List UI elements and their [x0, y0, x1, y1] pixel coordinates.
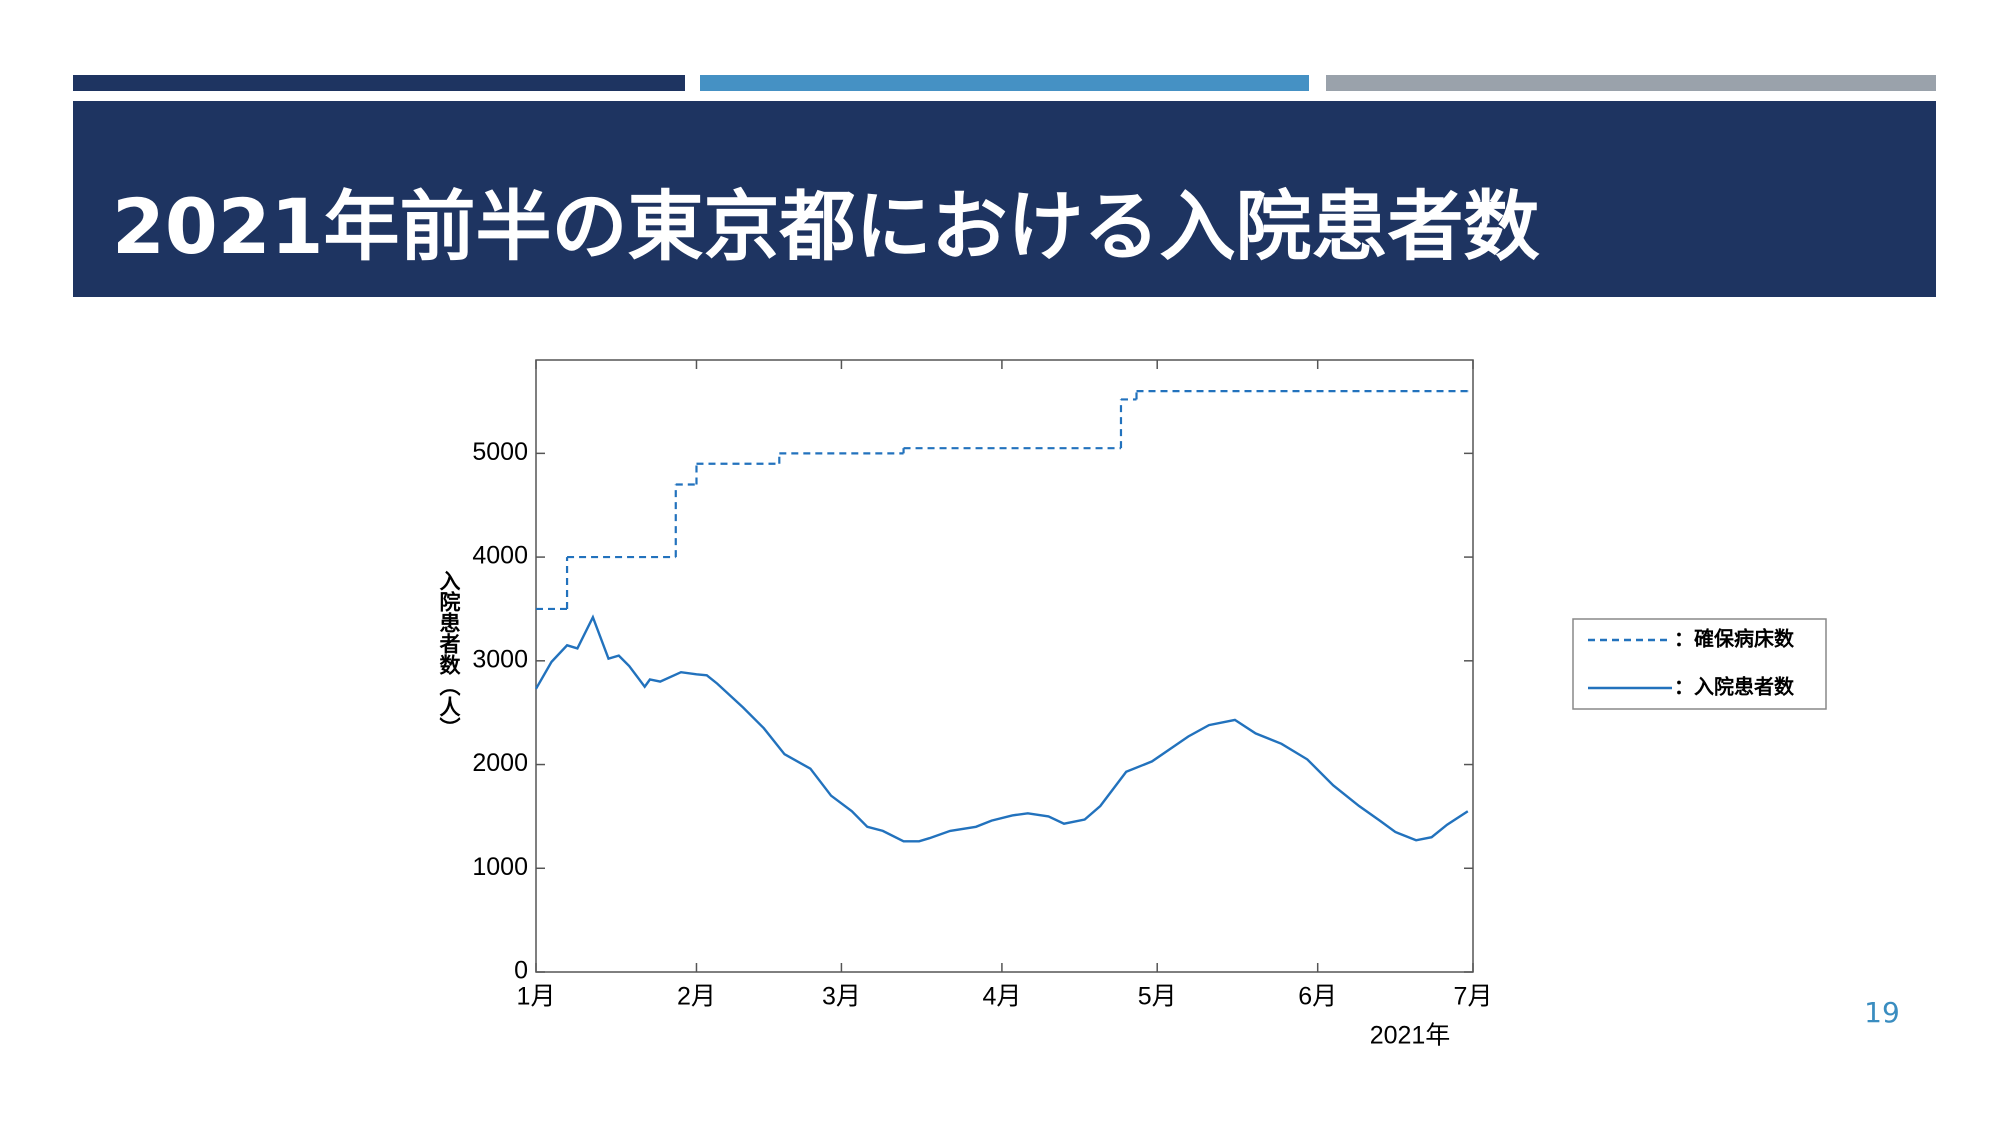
legend-label: ：入院患者数	[1674, 675, 1795, 699]
plot-frame	[535, 359, 1474, 973]
slide-title: 2021年前半の東京都における入院患者数	[112, 182, 1540, 271]
y-tick-label: 2000	[472, 749, 528, 777]
x-axis-label: 2021年	[1370, 1022, 1451, 1050]
x-tick-label: 7月	[1454, 983, 1493, 1011]
data-line	[534, 614, 1469, 843]
y-tick-label: 5000	[472, 438, 528, 466]
x-tick-label: 1月	[517, 983, 556, 1011]
x-tick-label: 5月	[1138, 983, 1177, 1011]
x-tick-label: 3月	[822, 983, 861, 1011]
x-tick-label: 4月	[982, 983, 1021, 1011]
x-tick-label: 2月	[677, 983, 716, 1011]
title-banner	[73, 101, 1936, 297]
top-bar	[1326, 75, 1936, 91]
y-axis-label-text: 入院患者数（人）	[437, 570, 461, 738]
y-tick-label: 0	[514, 957, 528, 985]
y-tick-label: 4000	[472, 542, 528, 570]
legend-label: ：確保病床数	[1674, 627, 1795, 651]
page-number: 19	[1864, 996, 1900, 1029]
top-bar	[700, 75, 1309, 91]
y-axis-label: 入院患者数（人）	[437, 570, 461, 738]
y-tick-label: 1000	[472, 853, 528, 881]
legend-box	[1572, 618, 1827, 710]
x-tick-label: 6月	[1298, 983, 1337, 1011]
top-bar	[73, 75, 685, 91]
y-tick-label: 3000	[472, 645, 528, 673]
